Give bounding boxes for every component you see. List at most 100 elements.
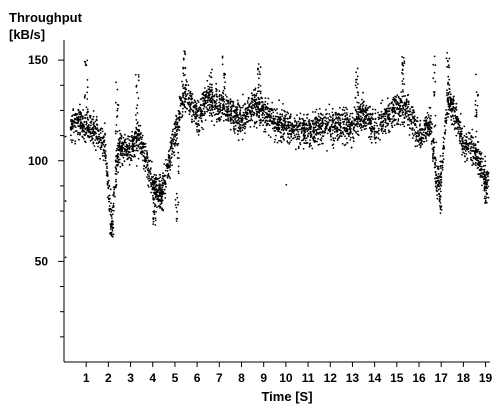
data-point xyxy=(221,112,224,115)
data-point xyxy=(310,144,312,147)
data-point xyxy=(152,182,155,185)
data-point xyxy=(162,175,165,178)
data-point xyxy=(74,142,77,145)
data-point xyxy=(401,89,404,91)
data-point xyxy=(393,101,396,103)
data-point xyxy=(136,128,139,131)
data-point xyxy=(411,113,413,116)
data-point xyxy=(357,91,360,94)
data-point xyxy=(327,117,330,119)
data-point xyxy=(136,135,138,138)
data-point xyxy=(317,122,320,124)
data-point xyxy=(205,90,208,92)
data-point xyxy=(434,161,437,164)
data-point xyxy=(236,99,239,102)
data-point xyxy=(218,118,220,121)
data-point xyxy=(137,97,140,100)
data-point xyxy=(309,131,312,134)
data-point xyxy=(277,127,279,129)
data-point xyxy=(439,202,442,204)
data-point xyxy=(345,123,348,126)
data-point xyxy=(442,136,445,139)
data-point xyxy=(394,111,396,114)
data-point xyxy=(444,129,447,132)
data-point xyxy=(267,134,270,137)
data-point xyxy=(210,112,213,115)
data-point xyxy=(402,78,405,80)
data-point xyxy=(131,142,134,145)
data-point xyxy=(86,91,89,94)
data-point xyxy=(413,118,416,120)
data-point xyxy=(255,103,257,105)
data-point xyxy=(123,160,126,163)
data-point xyxy=(381,127,384,130)
data-point xyxy=(116,109,119,112)
data-point xyxy=(282,103,284,105)
data-point xyxy=(483,170,486,173)
data-point xyxy=(346,141,348,144)
data-point xyxy=(89,116,92,119)
data-point xyxy=(395,103,398,106)
data-point xyxy=(110,211,113,213)
data-point xyxy=(360,109,363,111)
data-point xyxy=(357,130,359,133)
data-point xyxy=(89,139,92,142)
data-point xyxy=(404,105,407,108)
data-point xyxy=(115,149,118,152)
data-point xyxy=(384,115,387,118)
data-point xyxy=(190,101,193,104)
data-point xyxy=(437,181,440,184)
data-point xyxy=(79,103,81,106)
data-point xyxy=(432,152,434,155)
data-point xyxy=(188,113,191,116)
data-point xyxy=(137,157,140,160)
data-point xyxy=(143,159,146,162)
data-point xyxy=(412,121,415,124)
data-point xyxy=(136,122,139,125)
data-point xyxy=(64,256,67,259)
data-point xyxy=(244,108,247,111)
data-point xyxy=(274,109,277,112)
data-point xyxy=(328,103,331,106)
data-point xyxy=(448,57,451,60)
data-point xyxy=(221,56,224,59)
data-point xyxy=(307,132,310,135)
data-point xyxy=(116,165,119,167)
data-point xyxy=(392,107,395,110)
data-point xyxy=(77,116,80,119)
data-point xyxy=(402,113,404,116)
data-point xyxy=(330,138,333,141)
data-point xyxy=(349,112,352,115)
data-point xyxy=(208,94,211,97)
data-point xyxy=(487,171,490,174)
data-point xyxy=(411,129,413,131)
data-point xyxy=(437,188,440,191)
data-point xyxy=(95,135,98,138)
data-point xyxy=(475,91,478,93)
data-point xyxy=(433,55,436,58)
data-point xyxy=(213,124,216,127)
data-point xyxy=(82,124,85,127)
data-point xyxy=(172,136,175,138)
data-point xyxy=(357,94,360,97)
data-point xyxy=(425,136,427,139)
data-point xyxy=(171,133,173,136)
data-point xyxy=(74,112,77,115)
data-point xyxy=(142,168,145,170)
data-point xyxy=(131,138,134,141)
data-point xyxy=(355,111,358,113)
data-point xyxy=(209,101,212,104)
data-point xyxy=(433,94,436,97)
data-point xyxy=(411,115,414,118)
data-point xyxy=(484,183,487,185)
data-point xyxy=(189,107,192,110)
data-point xyxy=(89,128,91,131)
data-point xyxy=(469,147,472,150)
data-point xyxy=(152,197,155,199)
data-point xyxy=(163,163,166,165)
data-point xyxy=(167,150,170,153)
data-point xyxy=(290,135,293,138)
data-point xyxy=(163,179,166,182)
data-point xyxy=(85,64,88,67)
data-point xyxy=(474,136,477,138)
